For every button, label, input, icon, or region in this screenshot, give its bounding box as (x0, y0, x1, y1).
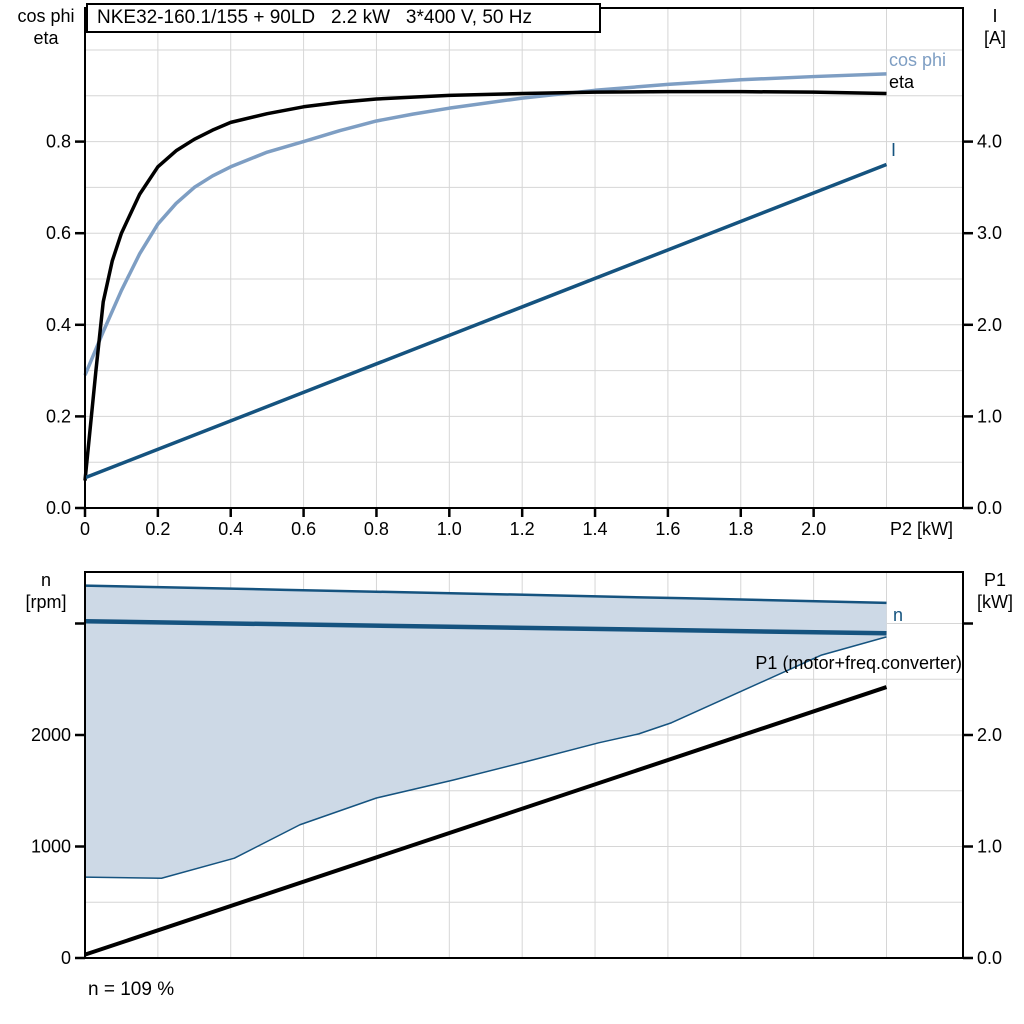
tick-label: 0.6 (291, 519, 316, 539)
plot-frame (84, 7, 964, 509)
tick-label: 1.6 (655, 519, 680, 539)
tick-label: 1.2 (510, 519, 535, 539)
min-speed-boundary (84, 636, 887, 880)
right-axis-header: P1 (984, 570, 1006, 590)
curve-i (84, 162, 888, 480)
tick-label: 1.0 (977, 406, 1002, 426)
left-axis-header: n (41, 570, 51, 590)
tick-label: 3.0 (977, 223, 1002, 243)
tick-label: 2000 (31, 725, 71, 745)
left-axis-header: cos phi (17, 6, 74, 26)
tick-label: 1000 (31, 837, 71, 857)
curve-label-n: n (893, 605, 903, 625)
curve-cos-phi (83, 72, 887, 376)
tick-label: 1.8 (728, 519, 753, 539)
tick-label: 2.0 (977, 725, 1002, 745)
tick-label: 4.0 (977, 132, 1002, 152)
plot-frame (84, 571, 964, 959)
speed-percentage-note: n = 109 % (88, 979, 175, 1000)
speed-operating-range-area (85, 585, 887, 879)
tick-label: 0.0 (977, 948, 1002, 968)
curve-label-cos-phi: cos phi (889, 50, 946, 70)
curve-label-p1-motor-freq-converter: P1 (motor+freq.converter) (755, 653, 962, 673)
tick-label: 0 (61, 948, 71, 968)
tick-label: 0.8 (364, 519, 389, 539)
tick-label: 0.2 (46, 406, 71, 426)
chart-title: NKE32-160.1/155 + 90LD 2.2 kW 3*400 V, 5… (86, 3, 601, 33)
curve-eta (83, 89, 887, 481)
tick-label: 0.6 (46, 223, 71, 243)
tick-label: 0.4 (46, 315, 71, 335)
right-axis-header: [A] (984, 28, 1006, 48)
tick-label: 0 (80, 519, 90, 539)
curve-label-i: I (891, 140, 896, 160)
tick-label: 0.2 (145, 519, 170, 539)
tick-label: 0.0 (977, 498, 1002, 518)
tick-label: 0.8 (46, 132, 71, 152)
curve-label-eta: eta (889, 72, 915, 92)
tick-label: 1.0 (977, 837, 1002, 857)
tick-label: 2.0 (801, 519, 826, 539)
right-axis-header: [kW] (977, 592, 1013, 612)
curve-n (84, 619, 887, 636)
x-axis-label: P2 [kW] (890, 519, 953, 539)
left-axis-header: [rpm] (25, 592, 66, 612)
right-axis-header: I (992, 6, 997, 26)
left-axis-header: eta (33, 28, 59, 48)
tick-label: 1.0 (437, 519, 462, 539)
tick-label: 0.0 (46, 498, 71, 518)
tick-label: 1.4 (583, 519, 608, 539)
curve-p1-motor-freq-converter (84, 685, 888, 957)
tick-label: 0.4 (218, 519, 243, 539)
tick-label: 2.0 (977, 315, 1002, 335)
max-speed-boundary (84, 584, 887, 605)
